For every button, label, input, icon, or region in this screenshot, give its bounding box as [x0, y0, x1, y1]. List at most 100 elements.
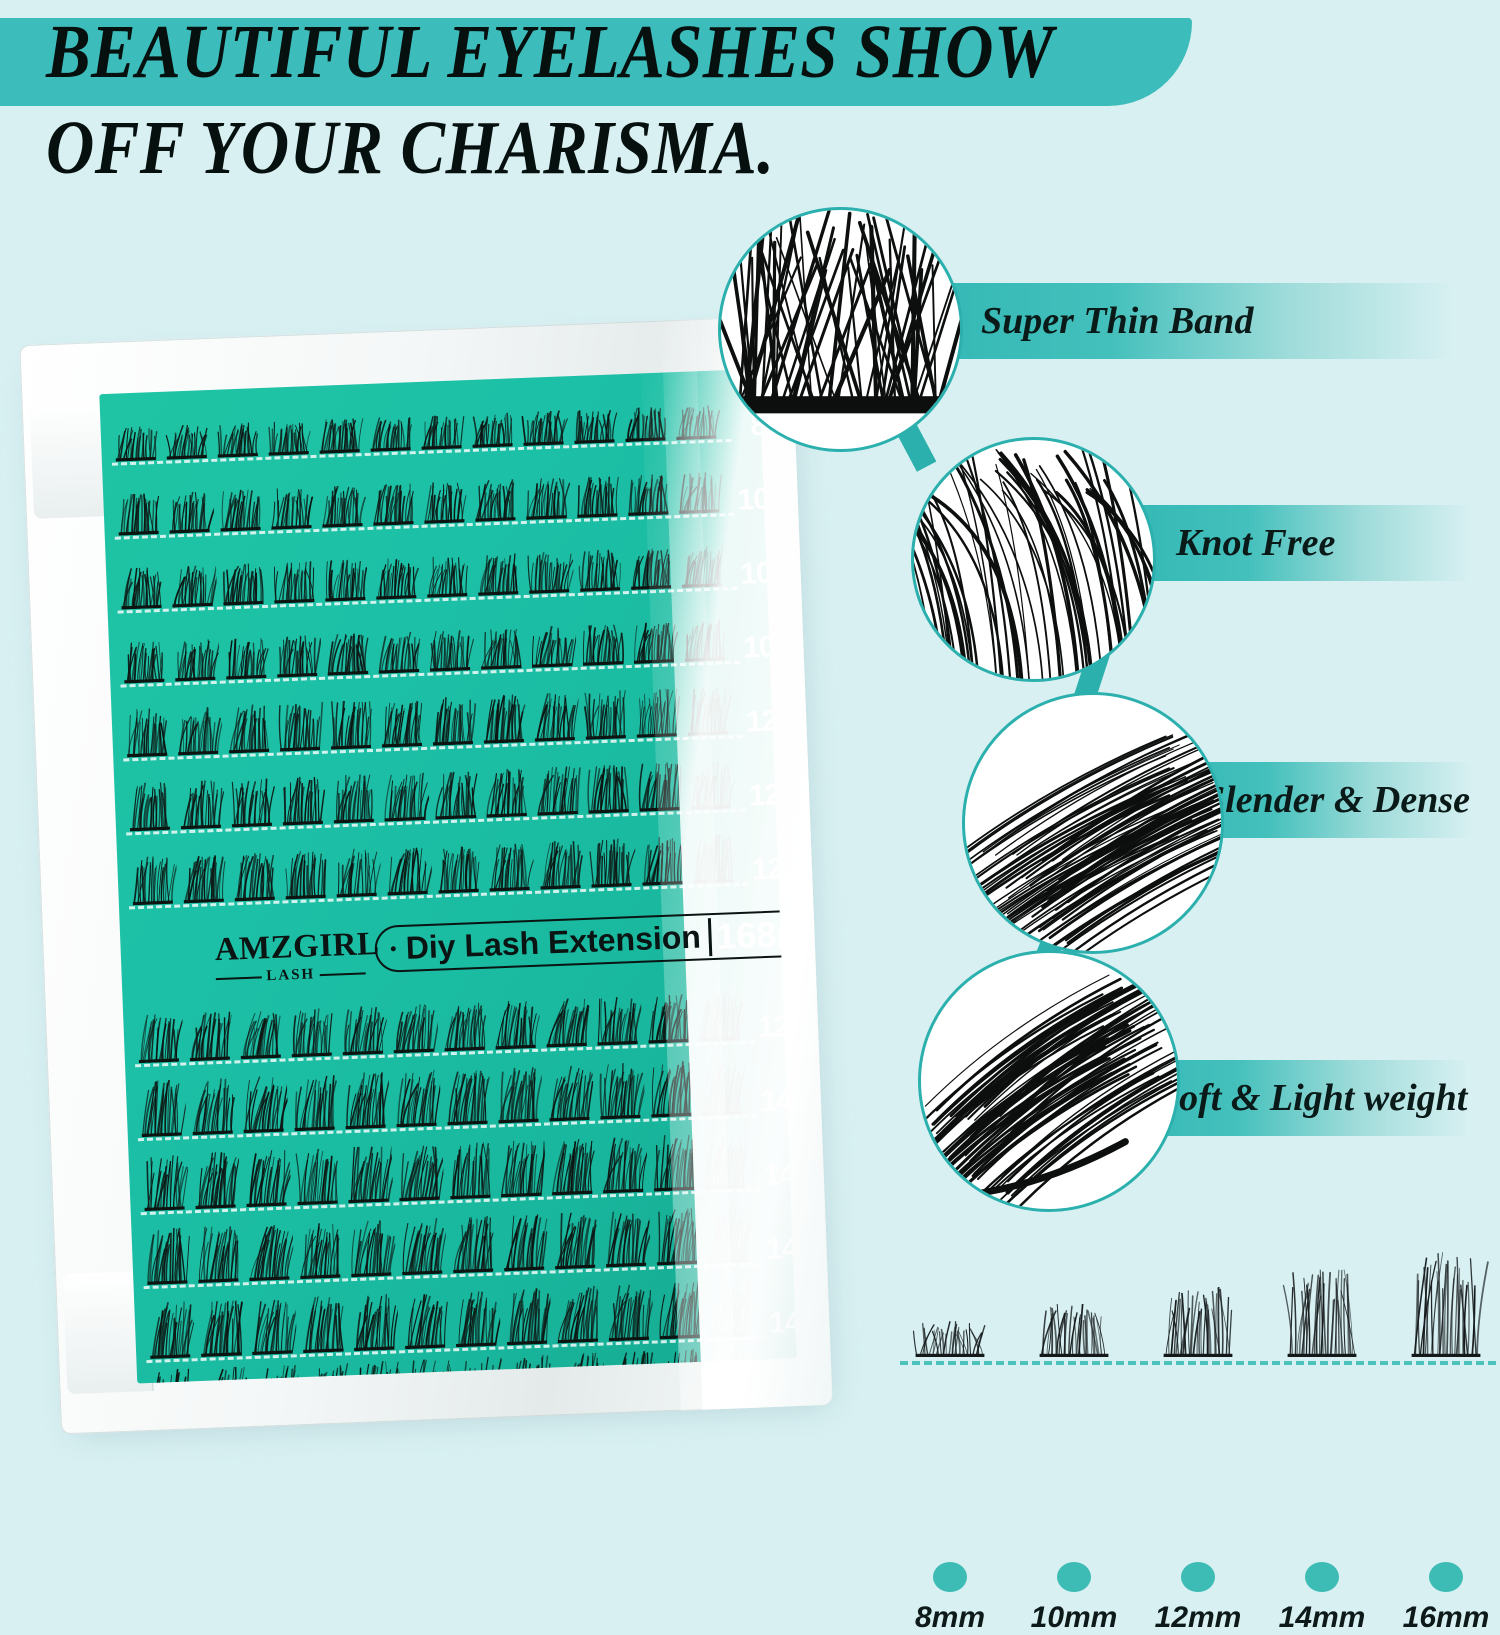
- lash-dense-closeup-icon: [962, 692, 1224, 954]
- lash-cluster: [161, 424, 212, 461]
- lash-cluster: [220, 637, 272, 681]
- brand-subtitle: LASH: [266, 966, 316, 985]
- length-lash-cluster: [1024, 1303, 1124, 1358]
- row-size-number: 14: [765, 1232, 797, 1267]
- lash-row: 10: [102, 449, 769, 546]
- lash-cluster: [531, 765, 583, 816]
- lash-cluster: [370, 557, 422, 600]
- feature-bar-2: Knot Free: [1140, 505, 1500, 581]
- lash-cluster: [262, 420, 313, 457]
- lash-cluster: [217, 563, 269, 607]
- lash-cluster: [548, 1212, 600, 1271]
- lash-cluster: [545, 1138, 597, 1197]
- lash-cluster: [271, 634, 323, 679]
- lash-cluster: [500, 1287, 555, 1347]
- lash-cluster: [440, 1068, 492, 1127]
- lash-cluster: [330, 847, 383, 898]
- lash-cluster: [449, 1290, 507, 1349]
- lash-cluster: [166, 565, 220, 609]
- lash-cluster: [245, 1298, 300, 1357]
- lash-cluster: [171, 705, 223, 756]
- lash-knotfree-closeup-icon: [911, 437, 1156, 682]
- lash-cluster: [313, 418, 364, 455]
- lash-cluster: [644, 1060, 696, 1119]
- lash-cluster: [212, 422, 263, 459]
- lash-cluster: [630, 688, 682, 738]
- lash-cluster: [120, 707, 172, 758]
- lash-cluster: [138, 1154, 190, 1213]
- lash-cluster: [146, 1368, 198, 1384]
- lash-cluster: [110, 426, 161, 463]
- brand-dash-left: [215, 975, 262, 980]
- lash-cluster: [704, 1280, 758, 1339]
- lash-cluster: [582, 764, 634, 815]
- lash-cluster: [574, 549, 626, 593]
- length-marker-dot: [1181, 1562, 1215, 1592]
- lash-cluster: [596, 1136, 651, 1195]
- lash-cluster: [466, 412, 517, 449]
- lash-cluster: [432, 843, 484, 894]
- lash-cluster: [339, 1072, 391, 1131]
- lash-cluster: [446, 1216, 498, 1275]
- lash-cluster: [288, 1074, 340, 1133]
- lash-cluster: [426, 696, 478, 746]
- feature-bar-4: Soft & Light weight: [1122, 1060, 1500, 1136]
- lash-cluster: [191, 1226, 243, 1285]
- lash-cluster: [234, 1009, 286, 1060]
- length-marker-dot: [1429, 1562, 1463, 1592]
- lash-cluster: [429, 769, 481, 820]
- lash-cluster: [237, 1075, 291, 1135]
- lash-cluster: [472, 553, 524, 597]
- product-title-text: Diy Lash Extension: [405, 918, 702, 966]
- length-lash-cluster: [1148, 1286, 1248, 1358]
- lash-cluster: [186, 1078, 238, 1137]
- lash-cluster: [438, 1001, 490, 1052]
- lash-cluster: [497, 1214, 549, 1273]
- lash-cluster: [489, 999, 542, 1050]
- lash-cluster: [387, 1003, 442, 1054]
- lash-cluster: [276, 775, 328, 826]
- lash-cluster: [364, 416, 415, 453]
- pill-dot-left-icon: [390, 946, 396, 952]
- lash-cluster: [239, 1150, 297, 1209]
- lash-cluster: [602, 1284, 655, 1343]
- brand-name: AMZGIRL: [214, 925, 381, 969]
- lash-cluster: [290, 1148, 342, 1207]
- lash-cluster: [653, 1281, 705, 1341]
- brand-dash-right: [320, 971, 366, 976]
- lash-cluster: [194, 1300, 246, 1359]
- product-title-pill: Diy Lash Extension 168PCS: [373, 908, 797, 974]
- lash-cluster: [392, 1144, 446, 1203]
- lash-cluster: [684, 760, 736, 811]
- lash-cluster: [678, 618, 730, 663]
- lash-cluster: [296, 1296, 348, 1355]
- lash-cluster: [491, 1066, 544, 1125]
- lash-cluster: [534, 840, 586, 890]
- lash-cluster: [214, 489, 266, 533]
- lash-cluster: [118, 641, 170, 684]
- lash-cluster: [526, 625, 578, 669]
- lash-cluster: [424, 629, 476, 673]
- lash-cluster: [126, 855, 179, 906]
- lash-cluster: [676, 544, 728, 589]
- lash-cluster: [140, 1227, 192, 1287]
- lash-cluster: [619, 406, 670, 443]
- lash-cluster: [568, 408, 619, 445]
- lash-cluster: [627, 621, 679, 665]
- lash-cluster: [483, 841, 536, 892]
- length-lash-cluster: [1272, 1269, 1372, 1358]
- lash-cluster: [480, 768, 532, 818]
- lash-cluster: [293, 1222, 345, 1281]
- lash-cluster: [421, 555, 473, 599]
- lash-cluster: [225, 777, 277, 828]
- lash-cluster: [693, 991, 745, 1042]
- length-label: 14mm: [1278, 1601, 1366, 1634]
- lash-cluster: [520, 477, 572, 521]
- lash-cluster: [687, 833, 739, 884]
- lash-cluster: [579, 689, 631, 741]
- lash-cluster: [367, 483, 419, 527]
- lash-cluster: [701, 1206, 756, 1265]
- lash-row: 10: [105, 523, 772, 620]
- lash-cluster: [469, 478, 521, 523]
- lash-cluster: [183, 1011, 235, 1062]
